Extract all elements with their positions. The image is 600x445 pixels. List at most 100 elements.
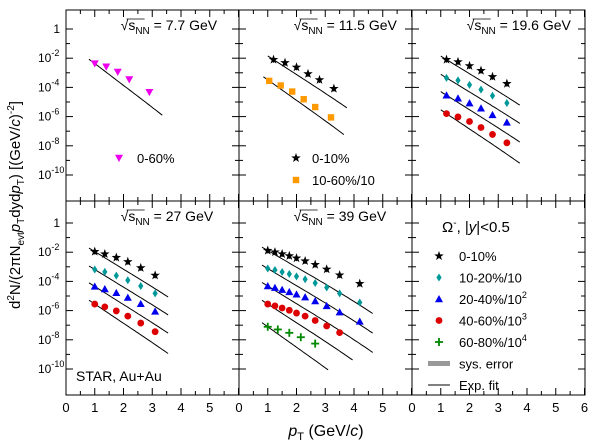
x-tick-label: 3 (149, 400, 156, 415)
data-point (442, 91, 451, 99)
y-tick-label: 10-10 (38, 359, 64, 376)
legend-label: 0-10% (312, 151, 350, 166)
data-point (489, 131, 496, 138)
data-point (92, 265, 98, 274)
x-tick-label: 4 (350, 400, 357, 415)
panel-2: √sNN = 19.6 GeV (440, 17, 572, 164)
data-point (138, 282, 144, 291)
panel-1: √sNN = 11.5 GeV 0-10% 10-60%/10 (263, 17, 397, 188)
data-point (293, 309, 300, 317)
legend-label: 20-40%/102 (459, 290, 527, 307)
data-point (487, 71, 498, 81)
data-point (111, 252, 122, 262)
legend-marker (435, 295, 443, 303)
data-point (135, 262, 146, 272)
data-point (113, 68, 122, 76)
data-point (264, 300, 272, 308)
data-point (329, 83, 339, 93)
data-point (286, 270, 292, 279)
y-axis-title: d2N/(2πNevtpTdydpT) [(GeV/c)-2] (6, 101, 27, 309)
data-point (314, 74, 325, 84)
data-point (151, 328, 159, 336)
fit-curve-40-60% (440, 109, 521, 164)
data-point (91, 300, 99, 308)
data-point (312, 278, 318, 287)
data-point (454, 94, 462, 102)
legend-marker (115, 154, 123, 162)
legend-label: Exp. fit (459, 378, 499, 393)
data-point (112, 307, 120, 315)
legend-marker (435, 317, 443, 324)
data-point (123, 256, 133, 266)
data-point (502, 118, 511, 126)
legend-label: sys. error (459, 357, 514, 372)
panel-frame-4 (238, 200, 413, 396)
fit-curve-0-10% (267, 55, 348, 109)
data-point (137, 319, 145, 327)
data-point (272, 266, 278, 275)
x-tick-label: 4 (523, 400, 530, 415)
y-tick-label: 10-4 (38, 77, 59, 94)
data-point (464, 60, 475, 70)
data-point (270, 247, 280, 257)
data-point (291, 62, 302, 72)
panel-content: √sNN = 7.7 GeV 0-60% √sNN = 11.5 GeV 0-10% 1… (76, 17, 572, 393)
panel-frame-3 (65, 200, 240, 396)
data-point (488, 110, 497, 119)
data-point (489, 91, 496, 100)
fit-curve-0-60% (88, 58, 163, 116)
fit-curve-20-40% (261, 282, 373, 353)
data-point (89, 246, 100, 256)
legend-label: 10-60%/10 (312, 173, 375, 188)
data-point (145, 88, 154, 97)
data-point (502, 78, 512, 88)
x-tick-label: 2 (120, 400, 127, 415)
legend-label: 60-80%/104 (459, 333, 527, 350)
data-point (321, 264, 332, 274)
data-point (310, 259, 320, 269)
data-point (477, 104, 485, 112)
data-point (354, 278, 365, 288)
data-point (125, 276, 131, 285)
x-tick-label: 0 (62, 400, 69, 415)
data-point (335, 308, 344, 316)
data-point (301, 312, 309, 320)
y-tick-label: 1 (53, 22, 60, 36)
data-point (311, 339, 320, 348)
data-point (136, 299, 145, 308)
x-axis-title: pT (GeV/c) (287, 423, 363, 443)
x-tick-label: 2 (466, 400, 473, 415)
energy-label: √sNN = 19.6 GeV (467, 17, 572, 37)
legend-marker (436, 273, 442, 282)
legend-label: 0-60% (137, 151, 175, 166)
data-point (268, 54, 279, 64)
data-point (112, 288, 121, 297)
data-point (100, 249, 110, 259)
x-tick-label: 5 (379, 400, 386, 415)
y-tick-label: 10-8 (38, 136, 59, 153)
legend-title: Ω-, |y|<0.5 (442, 218, 510, 236)
fit-curve-60-80% (261, 322, 329, 371)
data-point (271, 302, 279, 310)
y-tick-label: 10-6 (38, 301, 59, 318)
x-tick-label: 3 (495, 400, 502, 415)
data-point (453, 56, 463, 66)
data-point (280, 57, 290, 67)
data-point (124, 312, 132, 320)
data-point (300, 96, 307, 103)
data-point (476, 65, 486, 75)
data-point (278, 285, 287, 293)
fit-curve-0-10% (88, 247, 169, 298)
data-point (265, 264, 271, 273)
data-point (323, 322, 331, 330)
x-tick-label: 4 (177, 400, 184, 415)
x-tick-label: 3 (322, 400, 329, 415)
data-point (277, 82, 284, 89)
x-tick-label: 5 (206, 400, 213, 415)
legend-marker (291, 153, 301, 163)
energy-label: √sNN = 11.5 GeV (294, 17, 398, 37)
legend-label: 0-10% (459, 249, 497, 264)
data-point (311, 297, 320, 305)
x-tick-label: 1 (264, 400, 271, 415)
